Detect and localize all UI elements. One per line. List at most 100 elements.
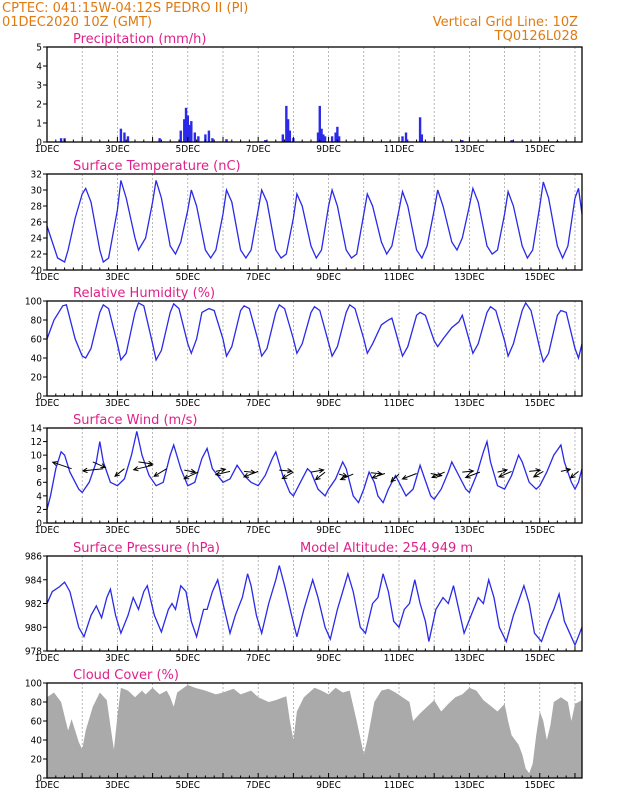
y-tick-label: 60: [31, 717, 43, 728]
header-grid-line: Vertical Grid Line: 10Z: [433, 15, 578, 30]
x-tick-label: 1DEC: [35, 653, 60, 664]
wind-arrow: [114, 468, 125, 478]
y-tick-label: 100: [25, 297, 42, 308]
wind-arrow: [569, 471, 579, 479]
precipitation-panel: 0 1 2 3 4 5 1DEC 3DEC 5DEC 7DEC 9DEC 11DEC 13DEC 15DE…: [35, 32, 583, 155]
x-tick-label: 13DEC: [454, 144, 484, 155]
wind-arrow: [281, 471, 294, 480]
x-tick-label: 15DEC: [525, 525, 555, 536]
x-tick-label: 13DEC: [454, 272, 484, 283]
precip-bar: [320, 128, 323, 142]
y-tick-label: 80: [31, 316, 43, 327]
x-tick-label: 11DEC: [384, 398, 414, 409]
x-tick-label: 9DEC: [316, 144, 341, 155]
y-tick-label: 0: [36, 519, 42, 530]
x-tick-label: 5DEC: [175, 144, 200, 155]
cloud-cover-title: Cloud Cover (%): [73, 668, 179, 683]
y-tick-label: 24: [31, 234, 43, 245]
x-tick-label: 1DEC: [35, 780, 60, 791]
temperature-line: [46, 180, 583, 264]
x-tick-label: 7DEC: [246, 653, 271, 664]
precip-bar: [420, 134, 424, 142]
precip-bar: [207, 130, 211, 142]
wind-arrow: [497, 470, 512, 478]
y-tick-label: 20: [31, 755, 43, 766]
precipitation-title: Precipitation (mm/h): [73, 32, 206, 47]
cloud-cover-panel: 0 20 40 60 80 100 1DEC 3DEC 5DEC 7DEC 9DEC 11DEC 13D…: [25, 668, 583, 791]
precip-bar: [188, 124, 191, 142]
precip-bar: [461, 140, 464, 142]
y-tick-label: 10: [31, 451, 43, 462]
y-tick-label: 980: [25, 623, 42, 634]
y-tick-label: 80: [31, 698, 43, 709]
x-tick-label: 1DEC: [35, 144, 60, 155]
y-tick-label: 60: [31, 335, 43, 346]
wind-arrow: [184, 468, 197, 474]
y-tick-label: 1: [36, 119, 42, 130]
x-tick-label: 15DEC: [525, 653, 555, 664]
x-tick-label: 1DEC: [35, 272, 60, 283]
wind-arrow: [401, 473, 417, 480]
cloud-cover-area: [47, 684, 582, 778]
x-tick-label: 15DEC: [525, 272, 555, 283]
precip-bar: [323, 136, 327, 142]
humidity-panel: 0 20 40 60 80 100 1DEC 3DEC 5DEC 7DEC 9DEC 11DEC 13D…: [25, 286, 583, 409]
precip-bar: [158, 138, 161, 142]
wind-arrow: [242, 470, 259, 478]
y-tick-label: 8: [36, 464, 42, 475]
y-tick-label: 14: [31, 424, 43, 435]
y-tick-label: 4: [36, 62, 42, 73]
wind-title: Surface Wind (m/s): [73, 413, 197, 428]
wind-arrow: [81, 467, 104, 474]
wind-arrow: [215, 467, 227, 473]
wind-arrow: [532, 470, 544, 478]
wind-arrow: [138, 460, 154, 467]
humidity-frame: [46, 300, 583, 397]
x-tick-label: 11DEC: [384, 525, 414, 536]
x-tick-label: 3DEC: [105, 653, 130, 664]
y-tick-label: 28: [31, 202, 43, 213]
x-tick-label: 11DEC: [384, 144, 414, 155]
wind-arrow: [310, 468, 325, 474]
wind-arrow: [279, 468, 294, 474]
precip-bar: [401, 136, 404, 142]
header-model: TQ0126L028: [494, 29, 578, 44]
model-altitude-label: Model Altitude: 254.949 m: [300, 541, 473, 556]
x-tick-label: 15DEC: [525, 398, 555, 409]
humidity-title: Relative Humidity (%): [73, 286, 215, 301]
precip-bar: [179, 130, 182, 142]
y-tick-label: 20: [31, 373, 43, 384]
x-tick-label: 3DEC: [105, 272, 130, 283]
precip-bar: [119, 128, 123, 142]
wind-arrow: [529, 468, 542, 474]
precip-bar: [334, 132, 337, 142]
y-tick-label: 2: [36, 505, 42, 516]
x-tick-label: 11DEC: [384, 780, 414, 791]
x-tick-label: 13DEC: [454, 653, 484, 664]
precip-bar: [190, 121, 193, 142]
x-tick-label: 3DEC: [105, 780, 130, 791]
wind-arrow: [153, 468, 167, 477]
y-tick-label: 40: [31, 354, 43, 365]
precip-bar: [286, 119, 290, 142]
wind-arrow: [92, 461, 107, 469]
precip-bar: [285, 105, 288, 142]
x-tick-label: 7DEC: [246, 272, 271, 283]
x-tick-label: 1DEC: [35, 525, 60, 536]
precip-bar: [193, 132, 197, 142]
y-tick-label: 0: [36, 774, 42, 785]
x-tick-label: 7DEC: [246, 398, 271, 409]
x-tick-label: 9DEC: [316, 780, 341, 791]
wind-arrow: [431, 471, 445, 479]
precip-bar: [322, 134, 325, 142]
precip-bar: [126, 136, 130, 142]
y-tick-label: 978: [25, 647, 42, 658]
wind-arrow: [314, 471, 326, 481]
y-tick-label: 26: [31, 218, 43, 229]
precip-bar: [197, 136, 200, 142]
wind-arrow: [339, 473, 354, 481]
wind-arrow: [132, 464, 153, 472]
temperature-panel: 20 22 24 26 28 30 32 1DEC 3DEC 5DEC 7DEC 9DEC 11DEC 1…: [31, 159, 583, 283]
